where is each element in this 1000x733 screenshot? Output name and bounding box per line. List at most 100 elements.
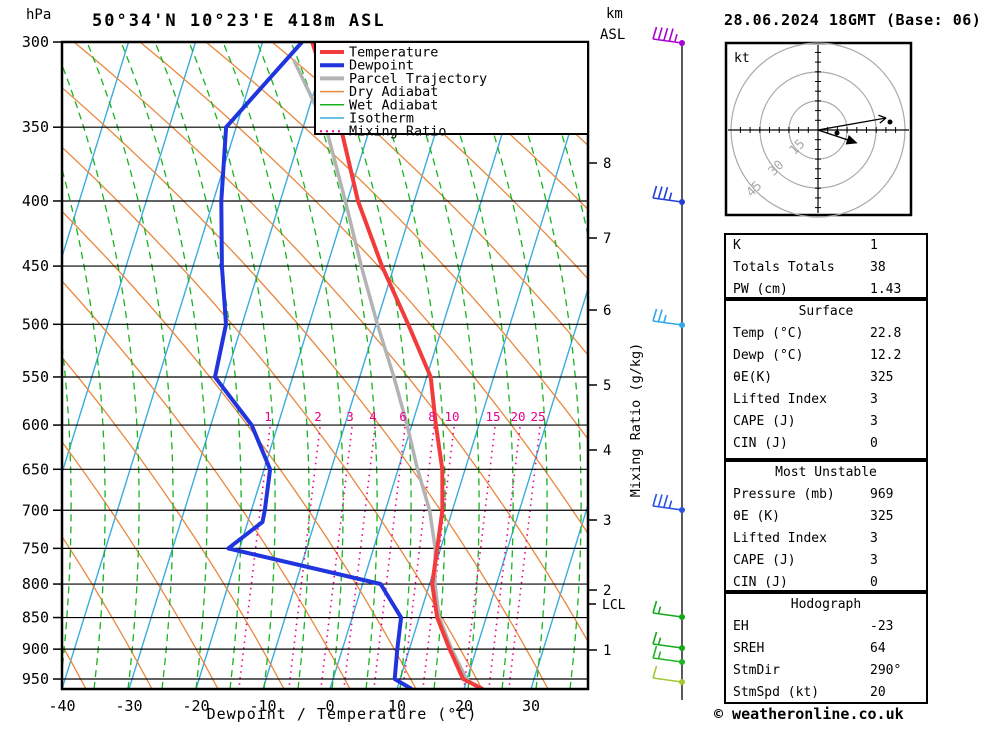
- row-value: 325: [870, 370, 894, 385]
- pressure-tick-label: 450: [22, 257, 49, 275]
- row-value: -23: [870, 619, 894, 634]
- mixing-ratio-value-label: 15: [485, 409, 500, 424]
- table-row: StmSpd (kt) 20: [726, 682, 926, 704]
- row-value: 325: [870, 509, 894, 524]
- temperature-curve: [310, 42, 484, 689]
- row-value: 12.2: [870, 348, 902, 363]
- surface-table: Surface Temp (°C) 22.8 Dewp (°C) 12.2 θE(K…: [724, 299, 928, 460]
- mixing-ratio-value-label: 8: [428, 409, 436, 424]
- table-row: Lifted Index 3: [726, 389, 926, 411]
- hodograph-unit-label: kt: [734, 51, 750, 66]
- row-label: CIN (J): [733, 575, 788, 590]
- legend-label: Dry Adiabat: [349, 84, 438, 100]
- table-row: PW (cm) 1.43: [726, 279, 926, 301]
- x-axis-label: Dewpoint / Temperature (°C): [206, 705, 478, 723]
- row-label: Dewp (°C): [733, 348, 804, 363]
- hodograph-table: Hodograph EH -23 SREH 64 StmDir 290° StmSpd…: [724, 592, 928, 704]
- pressure-tick-label: 950: [22, 670, 49, 688]
- mixing-ratio-value-label: 1: [264, 409, 272, 424]
- mixing-ratio-value-label: 10: [444, 409, 459, 424]
- table-row: CIN (J) 0: [726, 433, 926, 455]
- row-label: PW (cm): [733, 282, 788, 297]
- pressure-tick-label: 900: [22, 640, 49, 658]
- pressure-tick-label: 400: [22, 192, 49, 210]
- row-value: 3: [870, 531, 878, 546]
- km-axis: 8 7 6 5 4 3 2 1 LCL: [588, 156, 626, 659]
- row-label: θE(K): [733, 370, 773, 385]
- hodograph-vector: [817, 117, 887, 131]
- row-value: 1.43: [870, 282, 902, 297]
- row-value: 0: [870, 436, 878, 451]
- pressure-gridlines: 300 350 400 450 500 550 600 650 700 750 800 850 900 9…: [22, 33, 588, 688]
- page-title: 50°34'N 10°23'E 418m ASL: [92, 11, 386, 31]
- wind-barb: [652, 185, 685, 205]
- hodograph-vector: [817, 129, 852, 142]
- pressure-tick-label: 650: [22, 460, 49, 478]
- table-row: CIN (J) 0: [726, 572, 926, 594]
- row-label: Lifted Index: [733, 392, 827, 407]
- x-axis-ticks: -40 -30 -20 -10 0 10 20 30: [48, 697, 540, 715]
- row-label: Lifted Index: [733, 531, 827, 546]
- mixing-ratio-value-label: 3: [346, 409, 354, 424]
- row-label: θE (K): [733, 509, 780, 524]
- table-row: Temp (°C) 22.8: [726, 323, 926, 345]
- km-tick-label: 3: [603, 513, 611, 529]
- row-label: CIN (J): [733, 436, 788, 451]
- table-row: SREH 64: [726, 638, 926, 660]
- table-row: θE (K) 325: [726, 506, 926, 528]
- altitude-unit-asl-label: ASL: [600, 27, 626, 43]
- table-title: Most Unstable: [775, 465, 877, 480]
- pressure-tick-label: 300: [22, 33, 49, 51]
- pressure-tick-label: 850: [22, 609, 49, 627]
- wind-barb: [652, 493, 685, 513]
- km-tick-label: 4: [603, 443, 611, 459]
- lcl-label: LCL: [602, 598, 626, 613]
- table-row: EH -23: [726, 616, 926, 638]
- mixing-ratio-value-label: 25: [530, 409, 545, 424]
- mixing-ratio-labels: 1 2 3 4 6 8 10 15 20 25: [264, 409, 545, 424]
- most-unstable-table: Most Unstable Pressure (mb) 969 θE (K) 325…: [724, 460, 928, 592]
- row-value: 22.8: [870, 326, 902, 341]
- wind-barb: [652, 645, 685, 665]
- table-title: Hodograph: [790, 597, 862, 612]
- mixing-ratio-value-label: 20: [510, 409, 525, 424]
- table-title: Surface: [798, 304, 854, 319]
- mixing-ratio-axis-label: Mixing Ratio (g/kg): [628, 342, 644, 498]
- table-row: CAPE (J) 3: [726, 550, 926, 572]
- table-row: Lifted Index 3: [726, 528, 926, 550]
- pressure-unit-label: hPa: [26, 7, 52, 23]
- table-row: CAPE (J) 3: [726, 411, 926, 433]
- km-tick-label: 5: [603, 378, 611, 394]
- pressure-tick-label: 600: [22, 416, 49, 434]
- row-value: 3: [870, 414, 878, 429]
- row-label: StmSpd (kt): [733, 685, 820, 700]
- row-label: SREH: [733, 641, 765, 656]
- table-row: θE(K) 325: [726, 367, 926, 389]
- km-tick-label: 6: [603, 303, 611, 319]
- km-tick-label: 1: [603, 643, 611, 659]
- km-tick-label: 8: [603, 156, 611, 172]
- pressure-tick-label: 700: [22, 501, 49, 519]
- row-value: 3: [870, 553, 878, 568]
- row-label: CAPE (J): [733, 553, 796, 568]
- pressure-tick-label: 500: [22, 315, 49, 333]
- dewpoint-curve: [213, 42, 413, 689]
- mixing-ratio-value-label: 4: [369, 409, 377, 424]
- x-tick-label: 30: [522, 697, 540, 715]
- wind-barb: [652, 308, 685, 328]
- altitude-unit-km-label: km: [606, 6, 623, 22]
- km-tick-label: 7: [603, 231, 611, 247]
- pressure-tick-label: 350: [22, 118, 49, 136]
- x-tick-label: -20: [182, 697, 209, 715]
- wind-barb-column: [652, 26, 685, 700]
- x-tick-label: -10: [249, 697, 276, 715]
- x-tick-label: 0: [325, 697, 334, 715]
- pressure-tick-label: 550: [22, 368, 49, 386]
- table-row: Dewp (°C) 12.2: [726, 345, 926, 367]
